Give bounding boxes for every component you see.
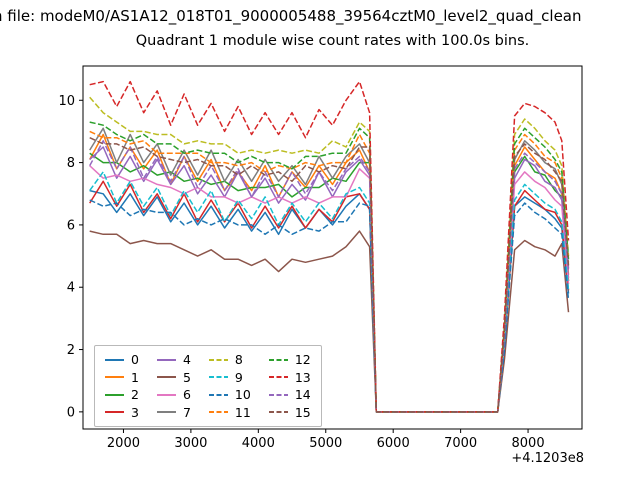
legend-item-2: 2	[105, 387, 139, 402]
legend-label: 14	[294, 387, 311, 403]
legend-line-sample	[105, 411, 124, 414]
legend-label: 8	[234, 352, 243, 368]
legend-item-15: 15	[268, 404, 311, 420]
legend-label: 4	[182, 352, 191, 368]
legend-item-11: 11	[208, 404, 251, 420]
y-tick-label: 4	[67, 281, 75, 296]
legend-item-7: 7	[156, 404, 191, 420]
legend-label: 2	[131, 387, 139, 403]
series-line-5	[89, 230, 570, 413]
legend-item-4: 4	[156, 352, 191, 368]
legend-item-13: 13	[268, 369, 311, 385]
legend-item-0: 0	[105, 352, 139, 367]
legend-label: 9	[234, 369, 243, 385]
series-line-7	[89, 127, 570, 413]
legend-label: 10	[234, 387, 251, 403]
series-line-14	[89, 140, 570, 413]
series-line-6	[89, 165, 570, 413]
legend-label: 5	[182, 369, 191, 385]
legend-label: 3	[131, 404, 139, 420]
legend-item-5: 5	[156, 369, 191, 385]
legend-label: 15	[294, 404, 311, 420]
x-tick-label: 3000	[174, 436, 207, 451]
legend-line-sample	[208, 358, 228, 361]
legend-label: 0	[131, 352, 139, 368]
y-tick-label: 0	[67, 405, 75, 420]
legend-item-10: 10	[208, 387, 251, 403]
legend-line-sample	[105, 358, 124, 361]
series-line-12	[89, 121, 570, 413]
legend-line-sample	[156, 393, 176, 396]
legend-item-9: 9	[208, 369, 251, 385]
legend-item-14: 14	[268, 387, 311, 403]
series-line-3	[89, 180, 570, 413]
x-tick-label: 6000	[377, 436, 410, 451]
series-line-10	[89, 199, 570, 413]
legend-label: 1	[131, 369, 139, 385]
legend-label: 12	[294, 352, 311, 368]
x-tick-label: 4000	[242, 436, 275, 451]
x-tick-label: 2000	[107, 436, 140, 451]
y-tick-label: 10	[58, 94, 75, 109]
legend-item-12: 12	[268, 352, 311, 368]
legend-item-8: 8	[208, 352, 251, 368]
series-line-13	[89, 80, 570, 413]
legend-line-sample	[156, 411, 176, 414]
legend-line-sample	[105, 393, 124, 396]
x-tick-label: 8000	[512, 436, 545, 451]
legend-line-sample	[208, 393, 228, 396]
x-tick-label: 7000	[444, 436, 477, 451]
legend-line-sample	[268, 358, 288, 361]
legend-line-sample	[268, 376, 288, 379]
y-tick-label: 2	[67, 343, 75, 358]
legend-label: 13	[294, 369, 311, 385]
legend-line-sample	[208, 376, 228, 379]
chart-title: Quadrant 1 module wise count rates with …	[135, 33, 530, 49]
legend-line-sample	[208, 411, 228, 414]
series-line-15	[89, 137, 570, 413]
series-line-9	[89, 171, 570, 413]
legend-label: 6	[182, 387, 191, 403]
legend-line-sample	[268, 411, 288, 414]
figure-filename-title: n file: modeM0/AS1A12_018T01_9000005488_…	[0, 7, 582, 25]
series-line-11	[89, 130, 570, 413]
legend-item-3: 3	[105, 405, 139, 420]
legend-label: 7	[182, 404, 191, 420]
series-line-8	[89, 96, 570, 413]
legend-label: 11	[234, 404, 251, 420]
legend-line-sample	[156, 358, 176, 361]
y-tick-label: 6	[67, 218, 75, 233]
legend-line-sample	[156, 376, 176, 379]
legend-item-1: 1	[105, 370, 139, 385]
axes-frame	[82, 65, 583, 430]
x-axis-offset-label: +4.1203e8	[511, 451, 584, 466]
legend-line-sample	[105, 376, 124, 379]
series-line-4	[89, 146, 570, 413]
legend-item-6: 6	[156, 387, 191, 403]
legend: 0 1 2 3 4 5 6 7 8 9 10 11 12 13 14 15	[94, 345, 322, 427]
series-line-2	[89, 152, 570, 413]
y-tick-label: 8	[67, 156, 75, 171]
x-tick-label: 5000	[309, 436, 342, 451]
legend-line-sample	[268, 393, 288, 396]
